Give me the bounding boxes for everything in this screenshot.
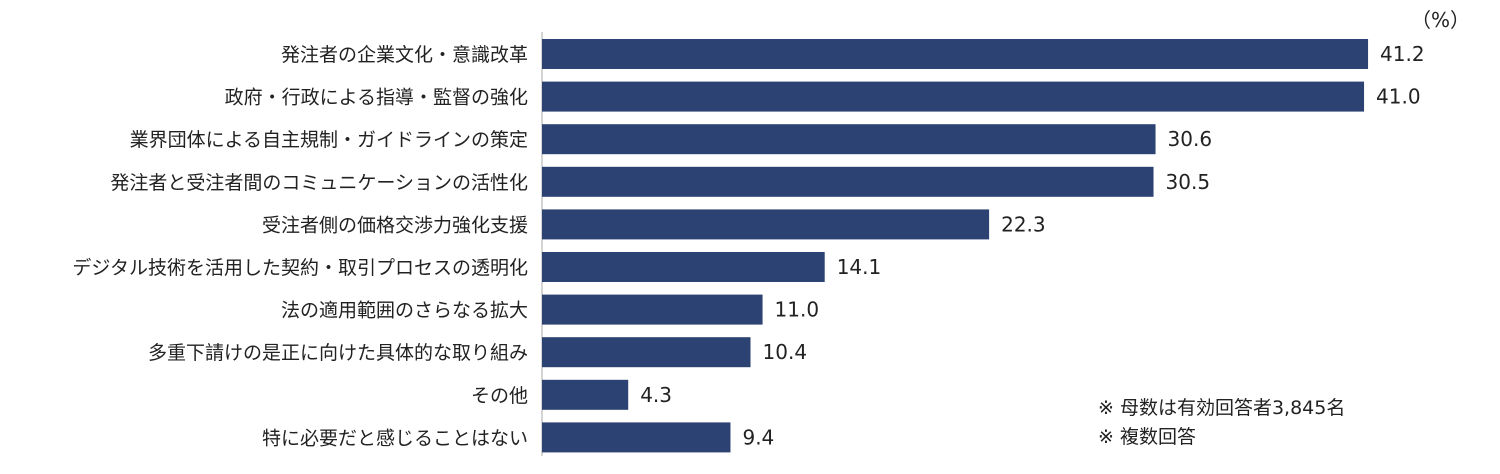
category-label: デジタル技術を活用した契約・取引プロセスの透明化	[72, 257, 528, 279]
bar	[542, 337, 751, 368]
category-label: その他	[471, 385, 528, 407]
category-label: 発注者の企業文化・意識改革	[281, 44, 528, 66]
category-label: 法の適用範囲のさらなる拡大	[281, 300, 528, 322]
category-label: 発注者と受注者間のコミュニケーションの活性化	[110, 172, 528, 194]
bar	[542, 81, 1365, 112]
value-label: 30.6	[1168, 127, 1213, 151]
category-label: 受注者側の価格交渉力強化支援	[262, 214, 528, 236]
bar	[542, 39, 1369, 69]
respondent-count-note: ※ 母数は有効回答者3,845名	[1098, 397, 1346, 419]
bar	[542, 124, 1156, 155]
multiple-answer-note: ※ 複数回答	[1098, 426, 1196, 448]
bar	[542, 379, 629, 410]
value-label: 9.4	[742, 425, 774, 449]
unit-label: （%）	[1411, 8, 1470, 32]
bar	[542, 294, 763, 325]
bar	[542, 252, 825, 282]
value-label: 41.2	[1380, 42, 1425, 66]
value-label: 10.4	[763, 340, 808, 364]
value-label: 41.0	[1376, 85, 1421, 109]
bar	[542, 209, 990, 240]
value-label: 4.3	[640, 383, 672, 407]
bar-group: 発注者の企業文化・意識改革 41.2 政府・行政による指導・監督の強化 41.0 業界団…	[72, 39, 1425, 453]
value-label: 22.3	[1001, 212, 1046, 236]
category-label: 政府・行政による指導・監督の強化	[225, 87, 528, 109]
bar	[542, 166, 1154, 197]
value-label: 11.0	[775, 298, 820, 322]
category-label: 業界団体による自主規制・ガイドラインの策定	[130, 129, 528, 151]
bar	[542, 422, 731, 453]
category-label: 多重下請けの是正に向けた具体的な取り組み	[148, 342, 528, 364]
category-label: 特に必要だと感じることはない	[262, 427, 528, 449]
value-label: 14.1	[837, 255, 882, 279]
value-label: 30.5	[1166, 170, 1211, 194]
